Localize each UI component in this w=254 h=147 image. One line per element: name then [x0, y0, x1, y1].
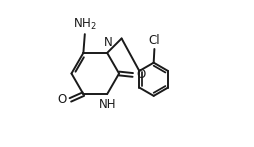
Text: Cl: Cl — [149, 34, 160, 47]
Text: NH: NH — [99, 98, 117, 111]
Text: O: O — [58, 93, 67, 106]
Text: O: O — [136, 69, 146, 81]
Text: NH$_2$: NH$_2$ — [73, 17, 97, 32]
Text: N: N — [104, 36, 112, 49]
